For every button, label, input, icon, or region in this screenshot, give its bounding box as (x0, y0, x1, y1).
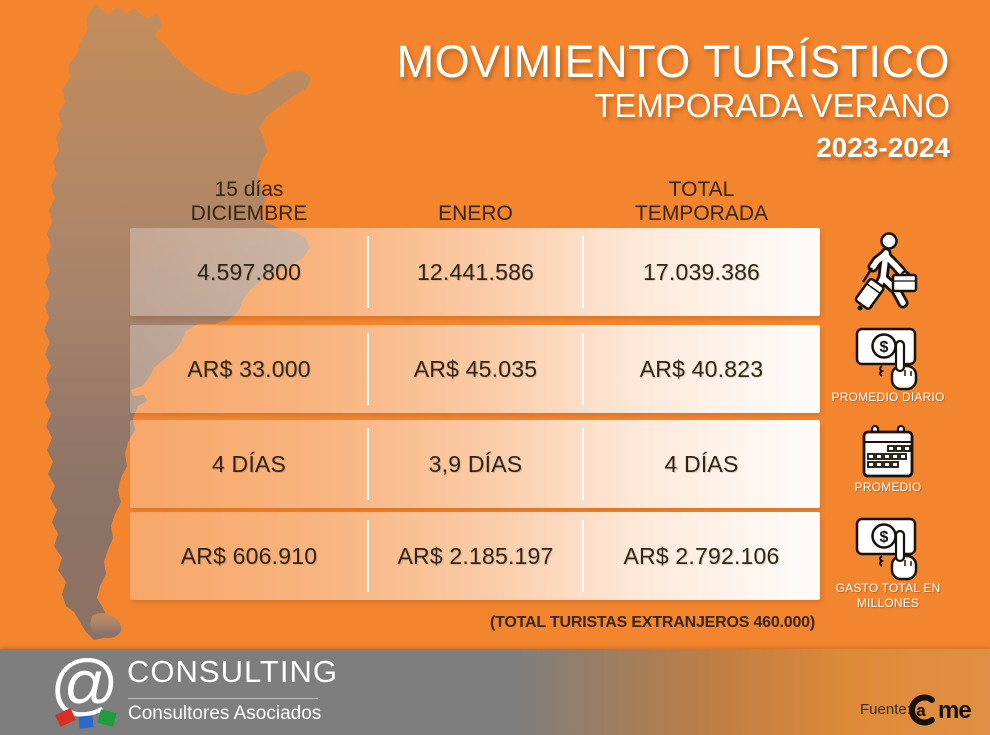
cell-value: 4.597.800 (196, 258, 302, 285)
column-header-total-temporada: TOTAL TEMPORADA (583, 178, 820, 226)
cell-value: 12.441.586 (416, 258, 535, 285)
calendar-icon (862, 424, 914, 478)
label-promedio-diario: PROMEDIO DIARIO (831, 390, 945, 404)
dollar-glyph: $ (880, 339, 889, 356)
foreign-tourists-footnote: (TOTAL TURISTAS EXTRANJEROS 460.000) (489, 614, 816, 631)
column-header-line: DICIEMBRE (190, 202, 308, 225)
logo-green-square (97, 709, 117, 727)
column-divider (582, 428, 584, 500)
column-header-enero: ENERO (438, 202, 513, 225)
column-header-line: TEMPORADA (634, 202, 768, 225)
season-label: 2023-2024 (816, 131, 950, 163)
cell-value: 3,9 DÍAS (428, 450, 523, 477)
table-row-tourists: 4.597.800 12.441.586 17.039.386 (130, 228, 820, 316)
column-header-diciembre: 15 días DICIEMBRE (130, 178, 368, 226)
column-divider (367, 520, 369, 592)
cell-value: 4 DÍAS (664, 450, 739, 477)
table-row-total-spending: AR$ 606.910 AR$ 2.185.197 AR$ 2.792.106 (130, 512, 820, 600)
column-divider (367, 236, 369, 308)
label-gasto-total: GASTO TOTAL EN MILLONES (826, 581, 950, 611)
came-logo-me: me (938, 697, 971, 724)
column-divider (582, 520, 584, 592)
label-line: GASTO TOTAL EN (835, 581, 941, 595)
cell-value: AR$ 606.910 (180, 542, 318, 569)
cell-value: AR$ 40.823 (639, 355, 764, 382)
title-block: MOVIMIENTO TURÍSTICO TEMPORADA VERANO 20… (396, 36, 950, 163)
cell-value: 17.039.386 (642, 258, 761, 285)
cell-value: AR$ 2.792.106 (623, 542, 780, 569)
brand-name: CONSULTING (127, 654, 338, 689)
column-header-line: TOTAL (668, 178, 735, 201)
cell-value: AR$ 2.185.197 (397, 542, 554, 569)
brand-tagline: Consultores Asociados (128, 703, 322, 724)
dollar-glyph: $ (880, 529, 889, 546)
label-promedio: PROMEDIO (854, 480, 922, 494)
source-label: Fuente: (860, 701, 911, 718)
payment-card-icon: $ (855, 327, 918, 391)
table-row-daily-average: AR$ 33.000 AR$ 45.035 AR$ 40.823 (130, 325, 820, 413)
footer-bar: @ CONSULTING Consultores Asociados Fuent… (0, 646, 990, 735)
came-logo-a: a (916, 701, 926, 720)
table-row-average-stay: 4 DÍAS 3,9 DÍAS 4 DÍAS (130, 420, 820, 508)
cell-value: 4 DÍAS (211, 450, 287, 477)
column-divider (367, 333, 369, 405)
cell-value: AR$ 45.035 (413, 355, 538, 382)
logo-blue-square (78, 715, 94, 729)
column-divider (582, 333, 584, 405)
page-subtitle: TEMPORADA VERANO (594, 86, 950, 124)
traveler-icon (854, 232, 918, 311)
page-title: MOVIMIENTO TURÍSTICO (396, 36, 950, 87)
argentina-map-silhouette (44, 4, 311, 640)
label-line: MILLONES (856, 596, 920, 610)
column-divider (582, 236, 584, 308)
money-in-hand-icon: $ (855, 517, 918, 581)
brand-divider (128, 698, 318, 699)
cell-value: AR$ 33.000 (187, 355, 311, 382)
column-header-line: 15 días (214, 178, 284, 201)
at-logo-icon: @ (50, 646, 120, 722)
column-divider (367, 428, 369, 500)
came-logo: a me (909, 694, 972, 726)
